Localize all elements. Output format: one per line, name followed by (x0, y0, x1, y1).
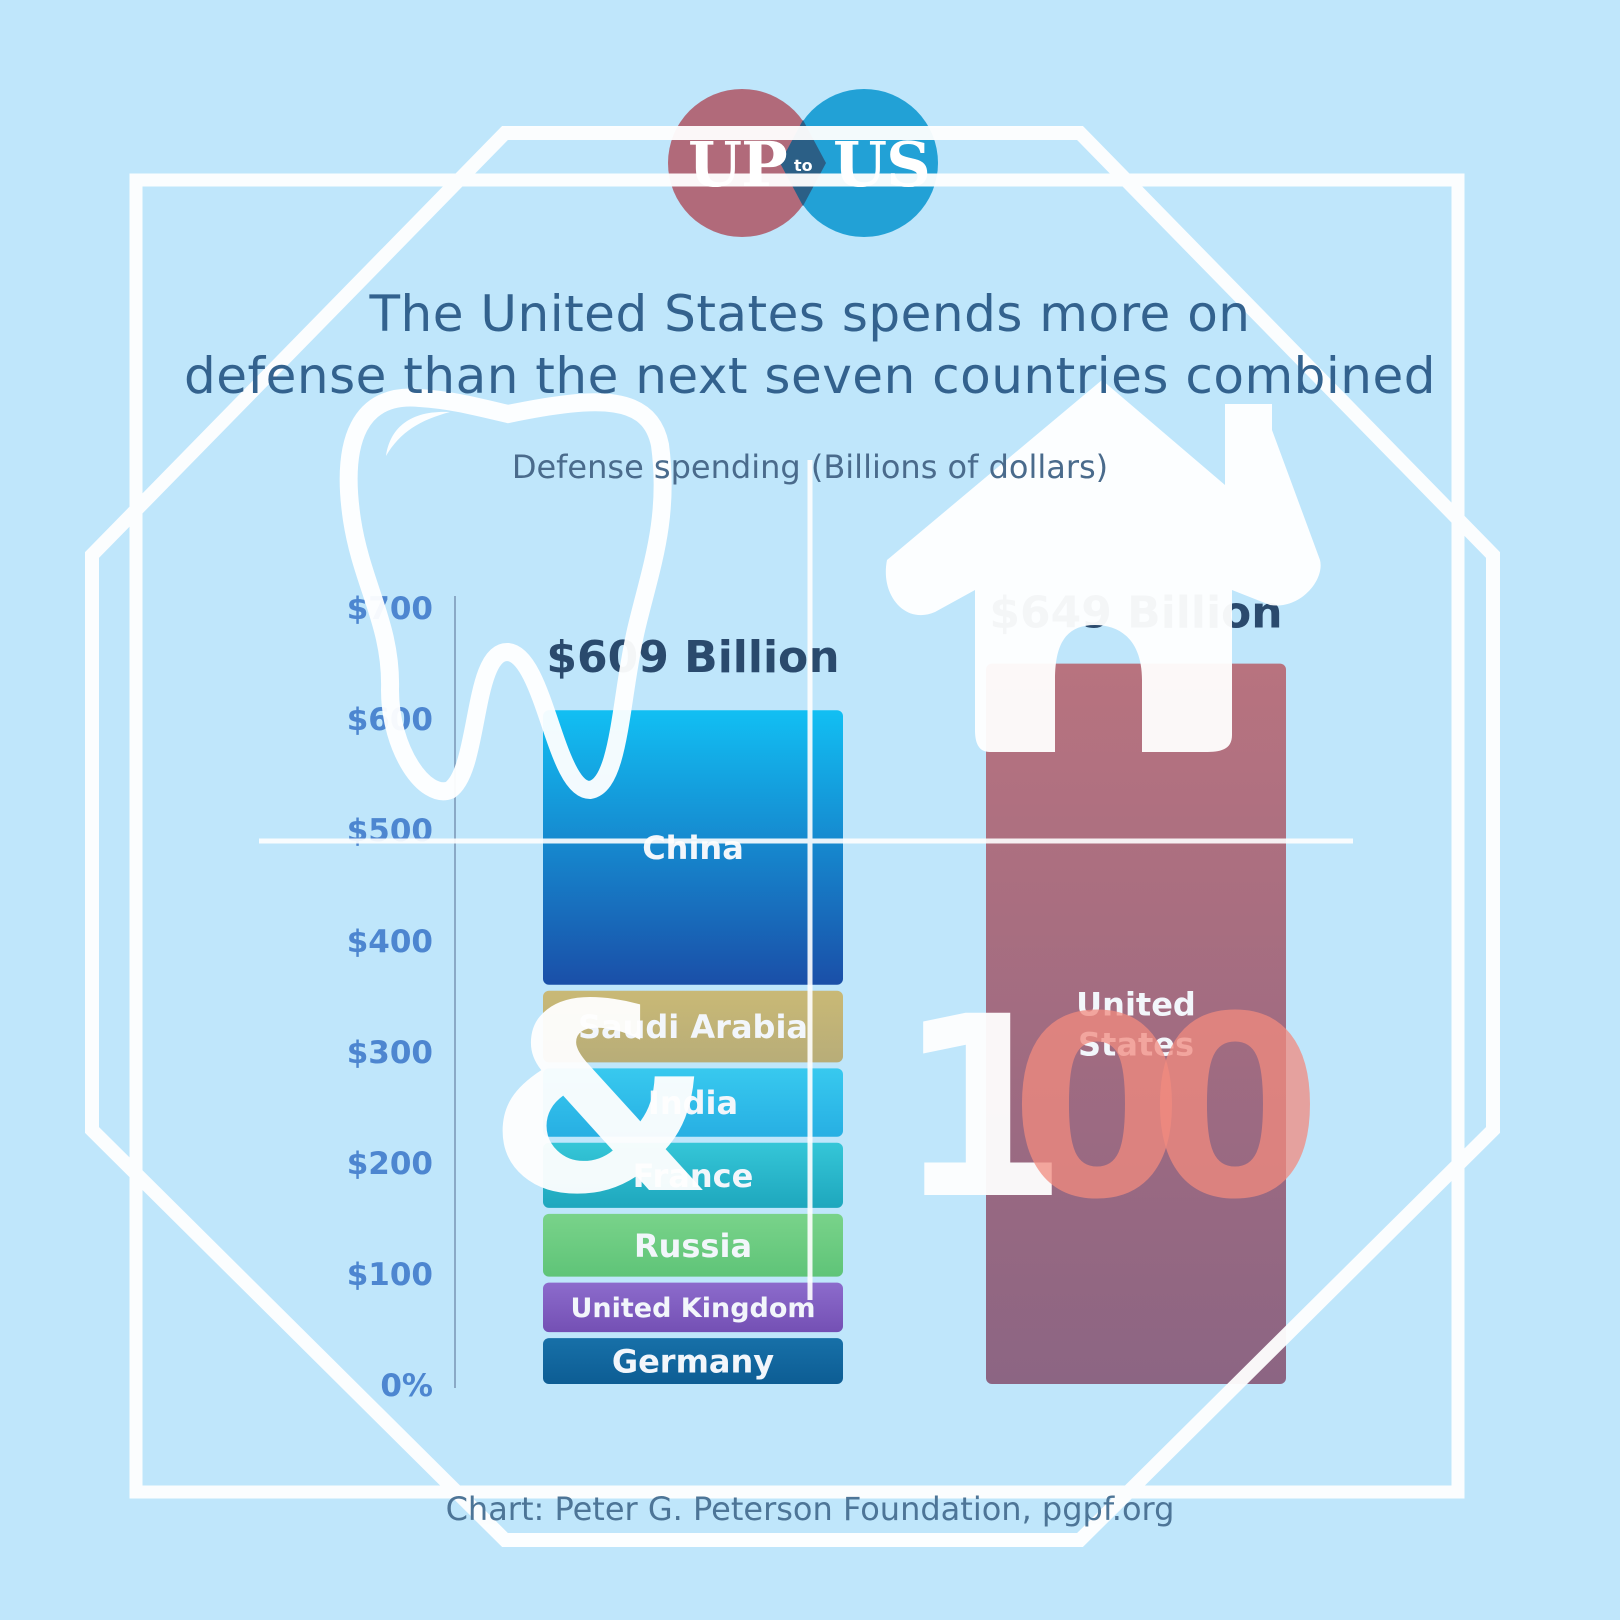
chart-subtitle: Defense spending (Billions of dollars) (511, 448, 1109, 486)
bar-segment-label: United (1076, 985, 1196, 1023)
ampersand-glyph: & (487, 950, 714, 1252)
watermark-overlay (85, 126, 1500, 1547)
bar-total-label: $609 Billion (546, 632, 839, 683)
bar-segment-russia (543, 1213, 843, 1277)
bar-segment-saudi-arabia (543, 990, 843, 1063)
chart-source: Chart: Peter G. Peterson Foundation, pgp… (445, 1490, 1175, 1528)
bar-segment-united-kingdom (543, 1282, 843, 1333)
y-tick-label: $100 (347, 1257, 433, 1293)
bars: Germany United Kingdom Russia France India Sa… (543, 588, 1286, 1384)
number-one-glyph: 1 (895, 963, 1069, 1254)
y-tick-label: $500 (347, 813, 433, 849)
y-tick-label: $400 (347, 924, 433, 960)
logo-left-word: UP (688, 128, 788, 201)
bar-segment-germany (543, 1338, 843, 1384)
y-tick-label: $200 (347, 1146, 433, 1182)
bar-segment-label: Saudi Arabia (578, 1008, 808, 1046)
bar-segment-label: India (648, 1084, 738, 1122)
bar-segment-label: States (1078, 1025, 1194, 1063)
crosshair-lines-icon (259, 460, 1353, 1300)
bar-segment-france (543, 1142, 843, 1208)
y-tick-label: 0% (380, 1368, 433, 1404)
logo-right-word: US (833, 128, 931, 201)
house-arrow-icon (885, 380, 1321, 752)
bar-segment-india (543, 1068, 843, 1137)
chart-title-line-2: defense than the next seven countries co… (184, 347, 1436, 405)
y-tick-label: $300 (347, 1035, 433, 1071)
bar-segment-label: Russia (634, 1227, 752, 1265)
logo-middle-word: to (794, 156, 813, 175)
bar-segment-label: United Kingdom (570, 1293, 815, 1324)
square-outline-icon (129, 173, 1465, 1499)
tooth-icon (339, 388, 672, 801)
chart-title-line-1: The United States spends more on (369, 285, 1251, 343)
y-tick-label: $700 (347, 591, 433, 627)
number-zero-glyph-1: 0 (1010, 963, 1184, 1254)
number-zero-glyph-2: 0 (1148, 963, 1322, 1254)
bar-segment-china (543, 710, 843, 985)
bar-segment-label: China (642, 829, 744, 867)
octagon-outline-icon (85, 126, 1500, 1547)
bar-segment-united-states (986, 663, 1286, 1384)
bar-segment-label: Germany (612, 1343, 774, 1381)
bar-segment-label: France (633, 1157, 754, 1195)
tooth-shine (386, 411, 450, 456)
